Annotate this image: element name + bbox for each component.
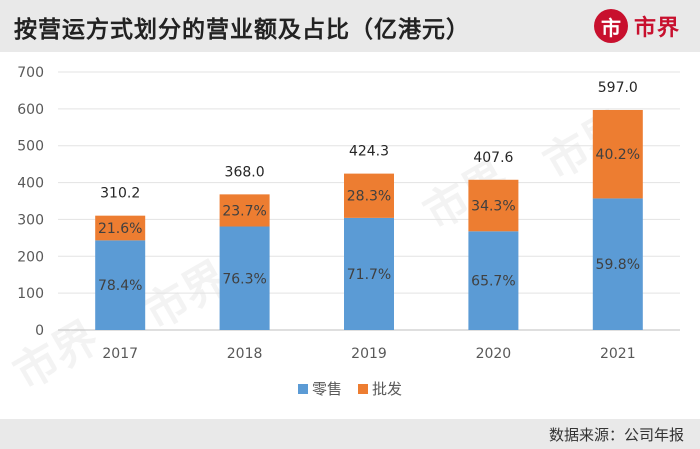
bar-segment-retail bbox=[219, 226, 270, 330]
y-tick-label: 600 bbox=[17, 102, 44, 118]
bar-segment-retail bbox=[592, 198, 643, 330]
legend-label: 批发 bbox=[372, 380, 402, 398]
brand-logo-icon: 市 bbox=[593, 9, 628, 43]
x-tick-label: 2017 bbox=[102, 346, 138, 362]
share-data-label: 65.7% bbox=[471, 274, 515, 290]
bar-segment-wholesale bbox=[468, 179, 519, 232]
footer-bar: 数据来源：公司年报 bbox=[0, 419, 700, 449]
stacked-bar-chart: 0 100 200 300 400 500 600 700 78.4% 21.6% 310.2 201… bbox=[17, 65, 680, 398]
y-tick-label: 0 bbox=[35, 323, 44, 339]
bar-segment-wholesale bbox=[95, 215, 146, 241]
bar-segment-retail bbox=[468, 231, 519, 330]
y-tick-label: 200 bbox=[17, 249, 44, 265]
bar-segment-wholesale bbox=[592, 109, 643, 199]
bar-segment-retail bbox=[95, 240, 146, 330]
x-tick-label: 2018 bbox=[227, 346, 263, 362]
share-data-label: 34.3% bbox=[471, 199, 515, 215]
total-data-label: 424.3 bbox=[349, 144, 389, 160]
bar-segment-wholesale bbox=[219, 194, 270, 227]
legend-swatch-wholesale bbox=[358, 384, 368, 394]
source-note: 数据来源：公司年报 bbox=[548, 426, 684, 444]
total-data-label: 310.2 bbox=[100, 186, 140, 202]
total-data-label: 368.0 bbox=[225, 164, 265, 180]
y-tick-label: 300 bbox=[17, 212, 44, 228]
share-data-label: 23.7% bbox=[222, 203, 266, 219]
total-data-label: 597.0 bbox=[598, 80, 638, 96]
share-data-label: 59.8% bbox=[596, 257, 640, 273]
legend-swatch-retail bbox=[298, 384, 308, 394]
legend-label: 零售 bbox=[312, 380, 342, 398]
title-bar: 按营运方式划分的营业额及占比（亿港元） 市 市界 bbox=[0, 0, 700, 52]
total-data-label: 407.6 bbox=[473, 150, 513, 166]
x-tick-label: 2020 bbox=[476, 346, 512, 362]
share-data-label: 21.6% bbox=[98, 221, 142, 237]
x-tick-label: 2019 bbox=[351, 346, 387, 362]
bar-segment-wholesale bbox=[344, 173, 394, 218]
chart-title: 按营运方式划分的营业额及占比（亿港元） bbox=[14, 17, 470, 43]
y-tick-label: 400 bbox=[17, 176, 44, 192]
x-tick-label: 2021 bbox=[600, 346, 636, 362]
share-data-label: 28.3% bbox=[347, 189, 391, 205]
y-tick-label: 100 bbox=[17, 286, 44, 302]
brand: 市 市界 bbox=[593, 8, 680, 44]
y-tick-label: 700 bbox=[17, 65, 44, 81]
bar-segment-retail bbox=[344, 217, 394, 330]
share-data-label: 76.3% bbox=[222, 271, 266, 287]
share-data-label: 71.7% bbox=[347, 267, 391, 283]
share-data-label: 78.4% bbox=[98, 278, 142, 294]
share-data-label: 40.2% bbox=[596, 147, 640, 163]
y-tick-label: 500 bbox=[17, 139, 44, 155]
brand-name: 市界 bbox=[633, 16, 680, 41]
